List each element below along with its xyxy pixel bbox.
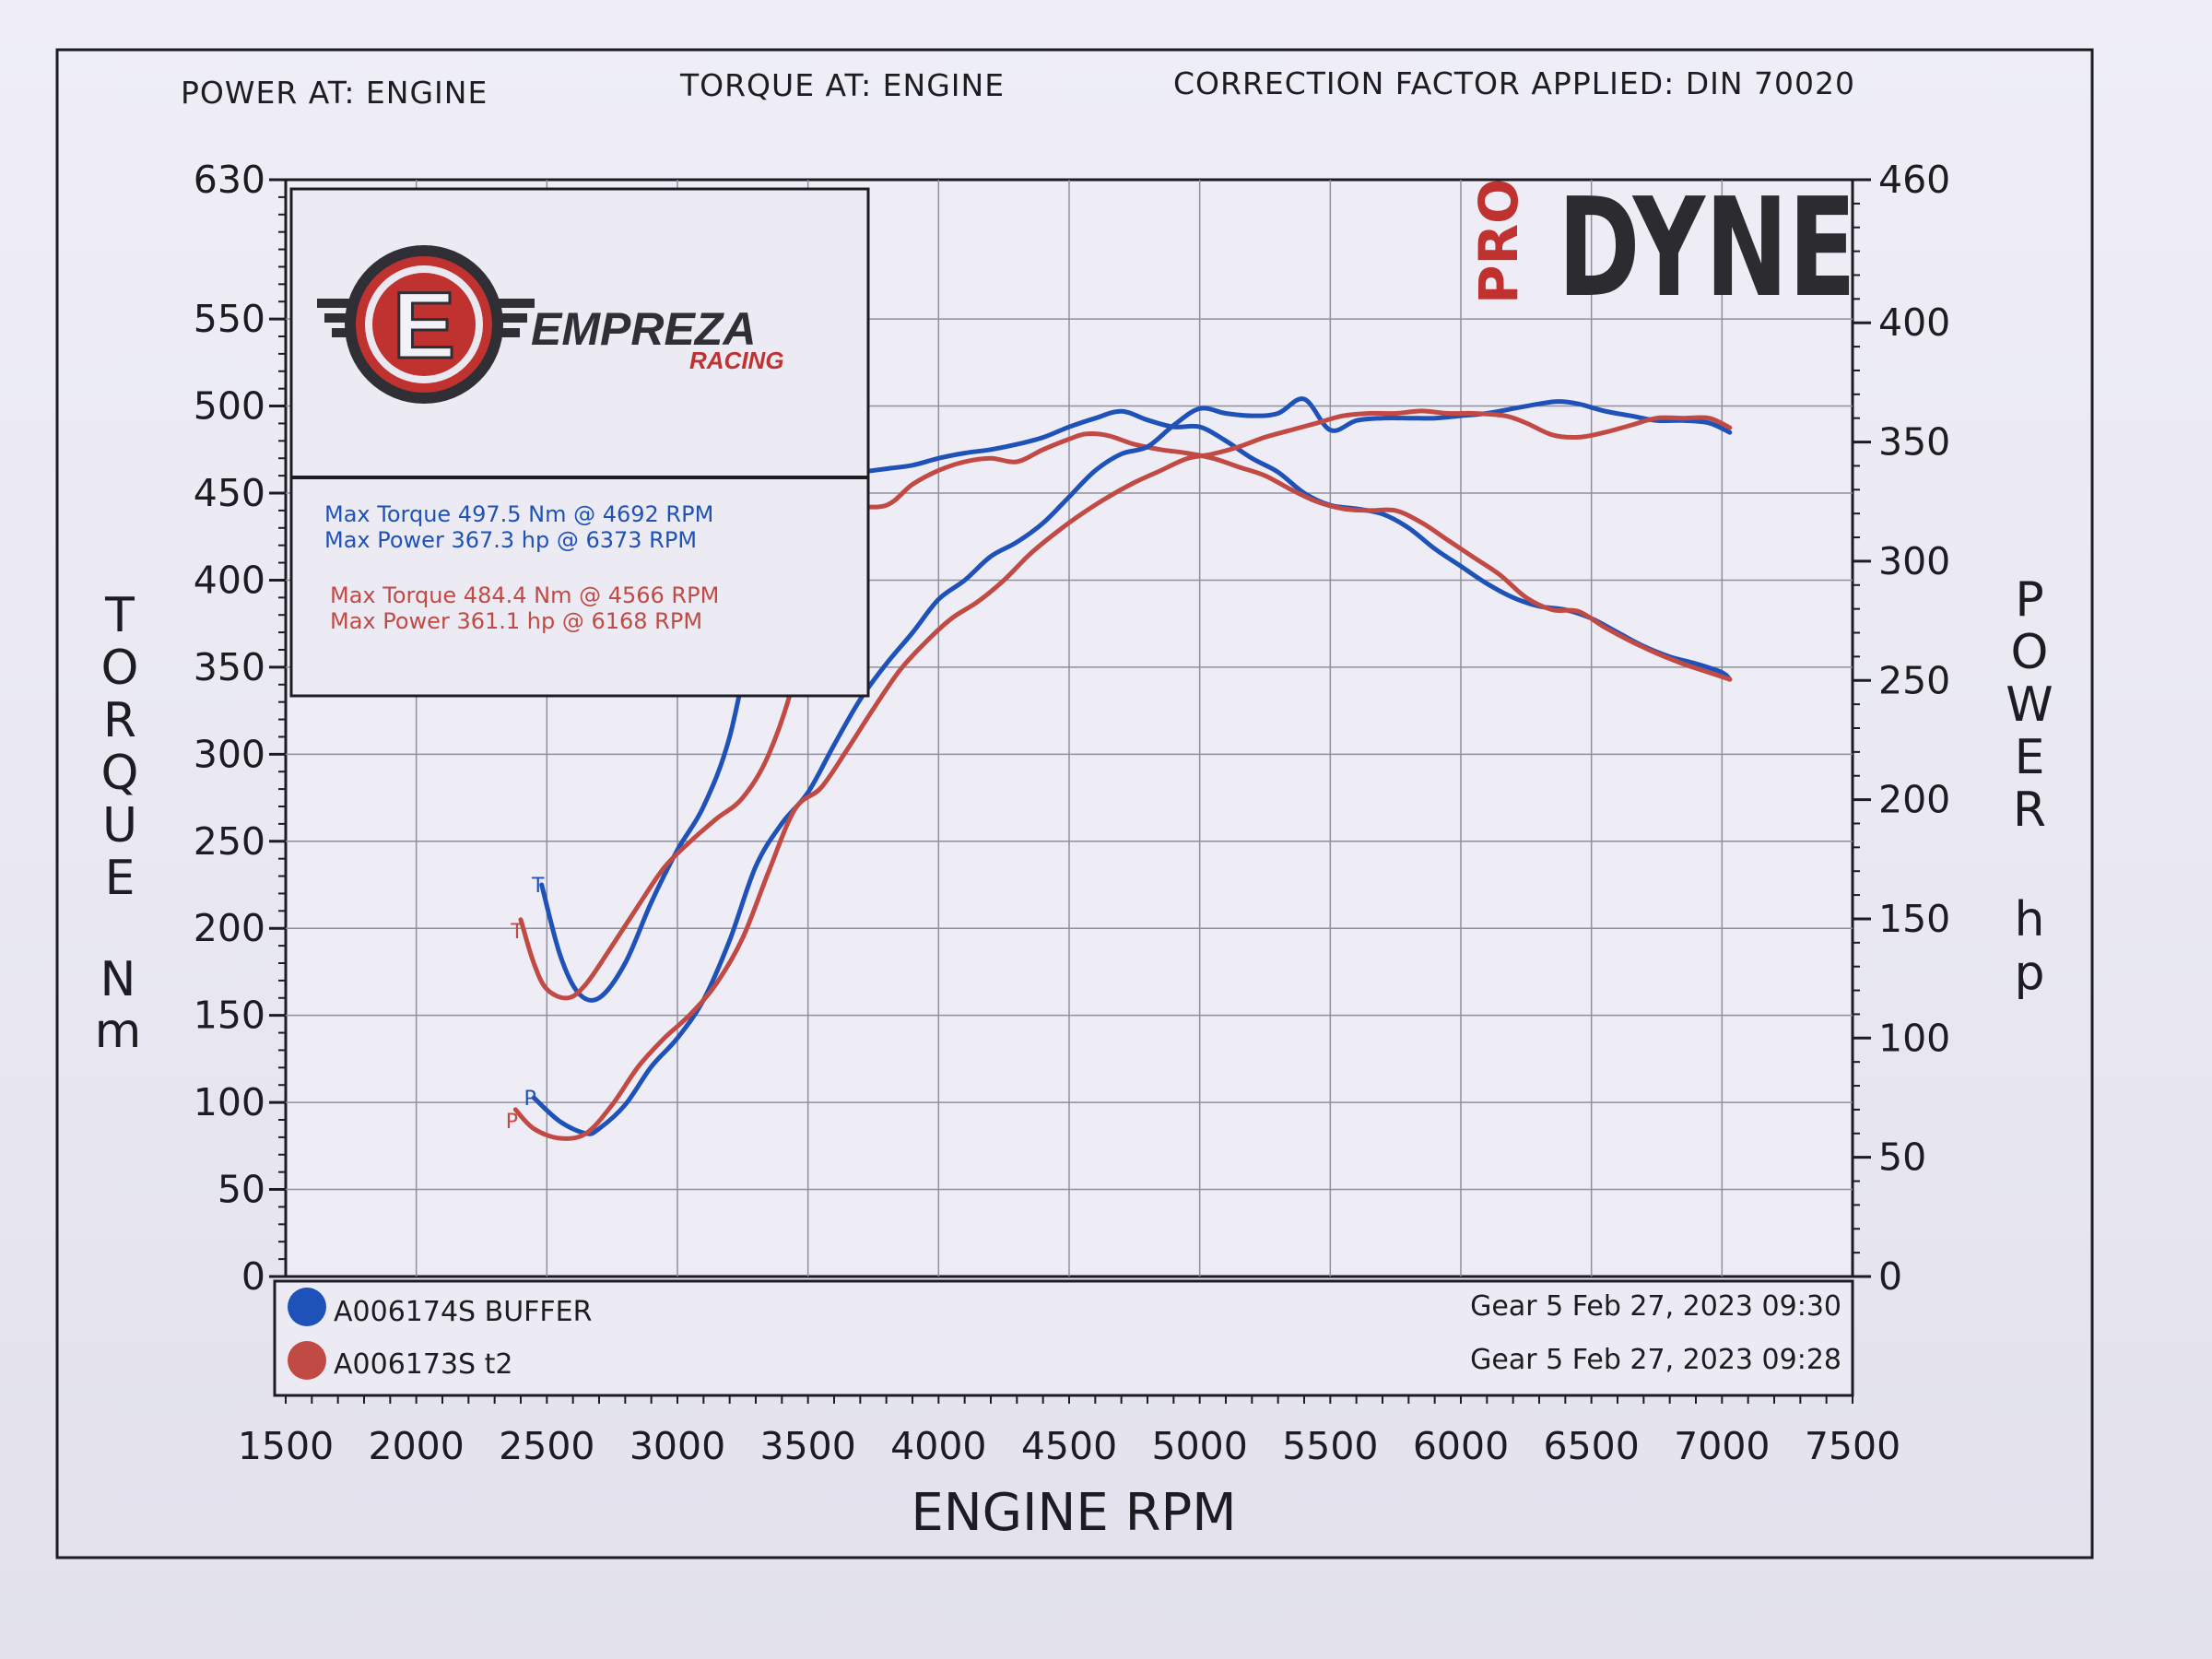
right-axis-letter: W: [2006, 677, 2053, 733]
y-left-tick-labels: 0 50 100 150 200 250 300 350 400 450 500 550 630: [194, 158, 286, 1299]
right-axis-letter: E: [2015, 730, 2045, 785]
y-right-tick-label: 150: [1878, 897, 1950, 941]
left-axis-letter: U: [102, 798, 137, 853]
x-tick-label: 3500: [759, 1424, 855, 1468]
legend-run-blue: A006174S BUFFER: [334, 1296, 592, 1328]
header-correction-factor: CORRECTION FACTOR APPLIED: DIN 70020: [1173, 65, 1855, 101]
y-left-tick-label: 250: [194, 819, 265, 864]
y-right-tick-label: 460: [1878, 158, 1950, 202]
right-axis-letter: P: [2015, 572, 2043, 628]
y-right-tick-labels: 0 50 100 150 200 250 300 350 400 460: [1853, 158, 1950, 1299]
y-left-tick-label: 450: [194, 471, 265, 515]
stat-red-max-power: Max Power 361.1 hp @ 6168 RPM: [330, 608, 702, 634]
y-left-tick-label: 0: [241, 1254, 265, 1299]
prodyne-logo: PRO DYNE: [1467, 169, 1856, 327]
right-axis-unit-letter: h: [2015, 892, 2045, 947]
stat-blue-max-torque: Max Torque 497.5 Nm @ 4692 RPM: [324, 501, 713, 527]
y-left-tick-label: 630: [194, 158, 265, 202]
empreza-racing-wordmark: RACING: [689, 347, 784, 374]
legend-swatch-blue: [288, 1288, 326, 1326]
y-left-tick-label: 300: [194, 732, 265, 776]
y-right-tick-label: 200: [1878, 778, 1950, 822]
right-axis-unit-letter: p: [2014, 946, 2044, 1001]
x-tick-label: 1500: [238, 1424, 334, 1468]
y-right-tick-label: 100: [1878, 1016, 1950, 1060]
x-tick-label: 3000: [629, 1424, 725, 1468]
y-right-tick-label: 50: [1878, 1135, 1926, 1180]
y-left-tick-label: 550: [194, 297, 265, 341]
curve-start-label-torque: T: [510, 921, 524, 944]
x-axis-title: ENGINE RPM: [911, 1483, 1236, 1543]
left-axis-letter: O: [101, 641, 139, 696]
x-tick-label: 5000: [1151, 1424, 1247, 1468]
x-tick-label: 7500: [1805, 1424, 1900, 1468]
curve-power-blue: [531, 396, 1733, 1136]
curve-start-label-torque: T: [531, 875, 545, 898]
empreza-logo: E EMPREZA RACING: [317, 245, 784, 404]
left-axis-unit-letter: N: [100, 952, 136, 1007]
y-left-tick-label: 100: [194, 1080, 265, 1124]
left-axis-letter: E: [105, 851, 135, 906]
x-tick-label: 2000: [368, 1424, 464, 1468]
x-tick-label: 4000: [890, 1424, 986, 1468]
y-left-tick-label: 150: [194, 994, 265, 1038]
header-power-at: POWER AT: ENGINE: [181, 75, 488, 111]
x-tick-label: 5500: [1282, 1424, 1378, 1468]
y-left-tick-label: 500: [194, 384, 265, 429]
y-right-tick-label: 400: [1878, 300, 1950, 345]
y-right-tick-label: 250: [1878, 658, 1950, 702]
curves: TT PP: [506, 396, 1733, 1141]
legend-info-blue: Gear 5 Feb 27, 2023 09:30: [1470, 1290, 1841, 1323]
y-left-tick-label: 350: [194, 645, 265, 689]
left-axis-letter: Q: [101, 746, 139, 801]
outer-frame: [55, 48, 2094, 1559]
y-left-tick-label: 50: [218, 1168, 265, 1212]
header-torque-at: TORQUE AT: ENGINE: [679, 67, 1005, 103]
empreza-emblem-letter: E: [393, 273, 455, 378]
y-right-tick-label: 0: [1878, 1254, 1902, 1299]
curve-torque-red: [518, 431, 1733, 1001]
x-tick-label: 2500: [499, 1424, 594, 1468]
legend-swatch-red: [288, 1341, 326, 1380]
legend: A006174S BUFFER Gear 5 Feb 27, 2023 09:3…: [273, 1279, 1854, 1397]
right-axis-letter: O: [2011, 625, 2049, 680]
x-tick-label: 6500: [1543, 1424, 1639, 1468]
y-left-tick-label: 400: [194, 558, 265, 602]
curve-start-label-power: P: [524, 1088, 536, 1111]
curve-power-red: [512, 408, 1733, 1141]
prodyne-pro-text: PRO: [1467, 179, 1530, 304]
left-axis-letter: R: [103, 693, 136, 748]
right-axis-letter: R: [2013, 782, 2046, 838]
curve-start-label-power: P: [506, 1111, 518, 1134]
y-left-tick-label: 200: [194, 906, 265, 950]
left-axis-letter: T: [104, 588, 135, 643]
empreza-wordmark: EMPREZA: [531, 303, 756, 355]
empreza-stats-panel: E EMPREZA RACING Max Torque 497.5 Nm @ 4…: [289, 187, 870, 698]
stat-red-max-torque: Max Torque 484.4 Nm @ 4566 RPM: [330, 582, 719, 608]
stat-blue-max-power: Max Power 367.3 hp @ 6373 RPM: [324, 527, 697, 553]
y-right-tick-label: 350: [1878, 420, 1950, 465]
x-tick-label: 7000: [1674, 1424, 1770, 1468]
x-tick-label: 4500: [1021, 1424, 1117, 1468]
x-tick-label: 6000: [1413, 1424, 1509, 1468]
legend-box: [273, 1279, 1854, 1397]
y-right-tick-label: 300: [1878, 539, 1950, 583]
left-axis-unit-letter: m: [95, 1004, 142, 1059]
legend-run-red: A006173S t2: [334, 1348, 512, 1381]
legend-info-red: Gear 5 Feb 27, 2023 09:28: [1470, 1344, 1841, 1376]
x-tick-labels: 1500 2000 2500 3000 3500 4000 4500 5000 5500 6000…: [238, 1424, 1900, 1468]
prodyne-dyne-text: DYNE: [1558, 169, 1856, 327]
